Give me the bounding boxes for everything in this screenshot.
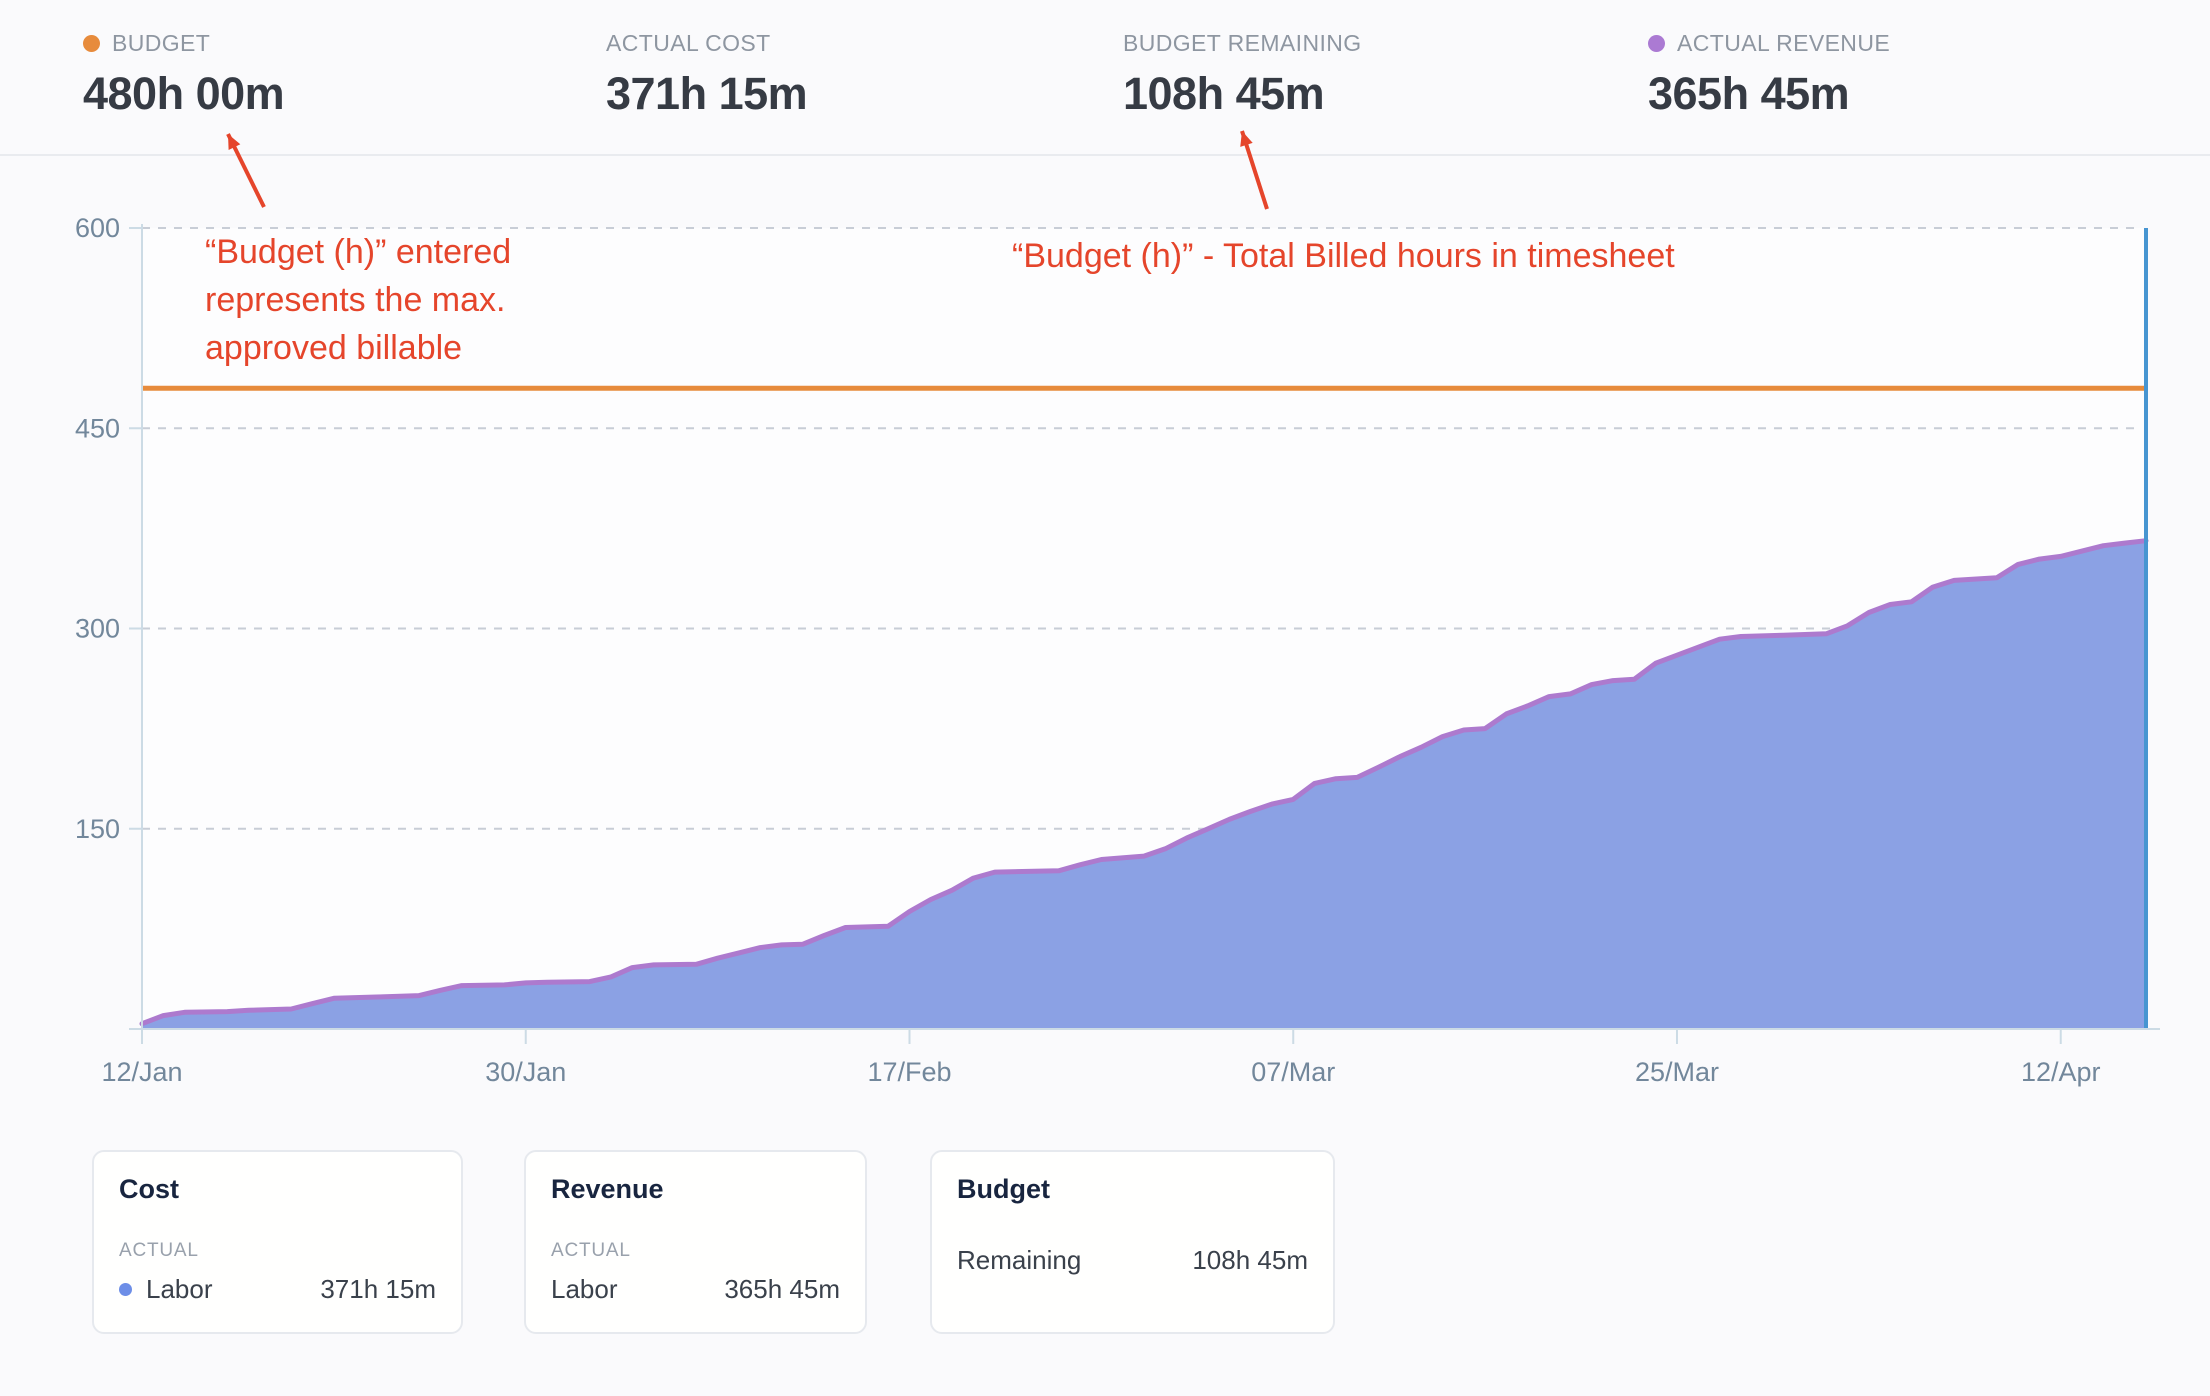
stat-actual-revenue: ACTUAL REVENUE 365h 45m: [1648, 28, 1890, 120]
stat-budget-remaining: BUDGET REMAINING 108h 45m: [1123, 28, 1362, 120]
revenue-color-dot: [1648, 34, 1665, 52]
cost-labor-row: Labor 371h 15m: [119, 1274, 436, 1305]
cost-card-title: Cost: [119, 1174, 179, 1204]
stat-budget-label: BUDGET: [112, 29, 211, 56]
stats-row: BUDGET 480h 00m ACTUAL COST 371h 15m BUD…: [0, 0, 2210, 155]
svg-text:17/Feb: 17/Feb: [867, 1057, 951, 1087]
annotation-budget-entered: “Budget (h)” entered represents the max.…: [205, 228, 725, 372]
stat-actual-cost: ACTUAL COST 371h 15m: [606, 28, 808, 120]
svg-text:12/Apr: 12/Apr: [2021, 1057, 2101, 1087]
svg-text:600: 600: [75, 213, 120, 243]
stat-budget-remaining-value: 108h 45m: [1123, 68, 1325, 119]
stat-actual-revenue-label: ACTUAL REVENUE: [1677, 29, 1891, 56]
svg-text:300: 300: [75, 614, 120, 644]
budget-color-dot: [83, 34, 100, 52]
revenue-card-section-label: ACTUAL: [551, 1240, 631, 1261]
svg-text:07/Mar: 07/Mar: [1251, 1057, 1335, 1087]
svg-text:30/Jan: 30/Jan: [485, 1057, 566, 1087]
budget-card-title: Budget: [957, 1174, 1050, 1204]
budget-card: Budget Remaining 108h 45m: [930, 1150, 1335, 1334]
svg-text:12/Jan: 12/Jan: [101, 1057, 182, 1087]
budget-remaining-label: Remaining: [957, 1245, 1082, 1275]
stat-budget: BUDGET 480h 00m: [83, 28, 285, 120]
budget-remaining-value: 108h 45m: [1192, 1245, 1308, 1275]
revenue-labor-row: Labor 365h 45m: [551, 1274, 840, 1305]
annotation-line: represents the max.: [205, 281, 506, 319]
svg-text:150: 150: [75, 814, 120, 844]
cost-card-section-label: ACTUAL: [119, 1240, 199, 1261]
header-divider: [0, 154, 2210, 156]
revenue-labor-label: Labor: [551, 1274, 618, 1304]
cost-labor-label: Labor: [146, 1274, 213, 1304]
stat-budget-remaining-label: BUDGET REMAINING: [1123, 29, 1362, 56]
annotation-line: approved billable: [205, 329, 463, 367]
cost-card: Cost ACTUAL Labor 371h 15m: [92, 1150, 463, 1334]
budget-remaining-row: Remaining 108h 45m: [957, 1245, 1308, 1276]
labor-color-dot: [119, 1283, 132, 1296]
annotation-line: “Budget (h)” entered: [205, 233, 512, 271]
cost-labor-value: 371h 15m: [320, 1274, 436, 1304]
svg-text:450: 450: [75, 413, 120, 443]
stat-actual-revenue-value: 365h 45m: [1648, 68, 1850, 119]
revenue-card-title: Revenue: [551, 1174, 664, 1204]
stat-budget-value: 480h 00m: [83, 68, 285, 119]
stat-actual-cost-label: ACTUAL COST: [606, 29, 771, 56]
revenue-labor-value: 365h 45m: [724, 1274, 840, 1304]
annotation-budget-remaining: “Budget (h)” - Total Billed hours in tim…: [1012, 237, 1675, 275]
svg-text:25/Mar: 25/Mar: [1635, 1057, 1719, 1087]
stat-actual-cost-value: 371h 15m: [606, 68, 808, 119]
revenue-card: Revenue ACTUAL Labor 365h 45m: [524, 1150, 867, 1334]
